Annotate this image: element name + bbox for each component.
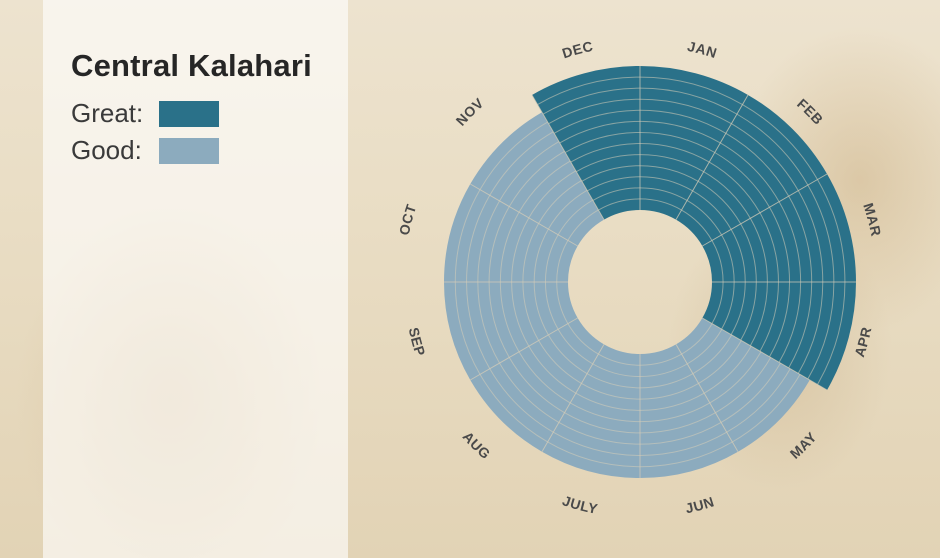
month-label-dec: DEC <box>560 38 595 62</box>
legend-label-good: Good: <box>71 135 159 166</box>
month-label-jan: JAN <box>686 38 719 61</box>
infographic-stage: Central Kalahari Great: Good: JAN FEB MAR A… <box>0 0 940 558</box>
month-label-oct: OCT <box>396 202 420 237</box>
month-label-may: MAY <box>787 429 820 462</box>
info-panel: Central Kalahari Great: Good: <box>43 0 348 558</box>
legend-swatch-great <box>159 101 219 127</box>
month-label-nov: NOV <box>453 94 487 128</box>
month-label-aug: AUG <box>460 428 494 462</box>
legend-row-great: Great: <box>71 98 320 129</box>
month-wheel-chart: JAN FEB MAR APR MAY JUN JULY AUG SEP OCT NOV DEC <box>380 22 900 542</box>
month-label-mar: MAR <box>860 201 884 238</box>
info-panel-inner: Central Kalahari Great: Good: <box>43 0 348 166</box>
legend-row-good: Good: <box>71 135 320 166</box>
legend-swatch-good <box>159 138 219 164</box>
month-label-jun: JUN <box>684 493 716 516</box>
legend-label-great: Great: <box>71 98 159 129</box>
month-label-july: JULY <box>560 492 599 517</box>
month-label-sep: SEP <box>406 326 429 358</box>
location-title: Central Kalahari <box>71 48 320 84</box>
month-wheel-svg: JAN FEB MAR APR MAY JUN JULY AUG SEP OCT NOV DEC <box>380 22 900 542</box>
month-label-feb: FEB <box>794 95 826 127</box>
month-label-apr: APR <box>851 325 874 359</box>
